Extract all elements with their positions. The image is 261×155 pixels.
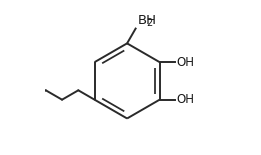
Text: BH: BH <box>138 14 157 27</box>
Text: OH: OH <box>176 93 194 106</box>
Text: 2: 2 <box>146 18 152 28</box>
Text: OH: OH <box>176 56 194 69</box>
